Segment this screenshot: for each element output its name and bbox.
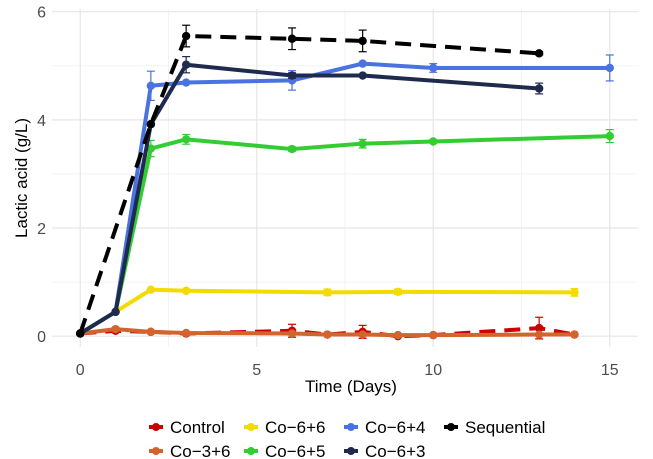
- series-layer: [76, 24, 614, 341]
- legend-label: Co−6+5: [265, 442, 326, 459]
- data-point: [287, 71, 297, 80]
- data-point: [605, 63, 614, 73]
- legend-label: Co−6+3: [365, 442, 426, 459]
- x-tick-label: 0: [76, 362, 85, 379]
- y-tick-label: 4: [37, 113, 46, 130]
- data-point: [181, 78, 191, 87]
- x-tick-labels: 0 5 10 15: [76, 362, 619, 379]
- data-point: [287, 329, 297, 338]
- data-point: [146, 144, 156, 153]
- data-point: [393, 330, 403, 340]
- data-point: [358, 36, 367, 46]
- data-point: [358, 330, 367, 339]
- y-tick-label: 2: [37, 221, 46, 238]
- data-point: [146, 327, 156, 337]
- data-point: [534, 84, 544, 93]
- legend-swatch-point: [347, 423, 355, 431]
- data-point: [181, 286, 191, 295]
- data-point: [570, 288, 579, 297]
- legend-label: Control: [170, 418, 225, 437]
- series-6: [76, 24, 544, 338]
- data-point: [534, 330, 544, 339]
- legend-label: Co−6+6: [265, 418, 326, 437]
- data-point: [605, 131, 614, 141]
- data-point: [146, 81, 156, 90]
- data-point: [358, 139, 367, 148]
- data-point: [534, 323, 544, 333]
- legend-item: Co−6+5: [244, 442, 326, 459]
- legend-label: Co−6+4: [365, 418, 426, 437]
- x-axis-title: Time (Days): [305, 377, 397, 396]
- x-tick-label: 15: [601, 362, 619, 379]
- data-point: [323, 288, 332, 297]
- legend-item: Co−6+4: [344, 418, 426, 437]
- legend-item: Control: [149, 418, 225, 437]
- data-point: [287, 144, 297, 154]
- data-point: [429, 330, 438, 340]
- y-tick-label: 6: [37, 5, 46, 22]
- legend-label: Co−3+6: [170, 442, 231, 459]
- legend-swatch-point: [447, 423, 455, 431]
- data-point: [358, 71, 367, 80]
- y-axis-title: Lactic acid (g/L): [12, 118, 31, 238]
- x-tick-label: 10: [424, 362, 442, 379]
- legend-item: Co−6+6: [244, 418, 326, 437]
- data-point: [146, 285, 156, 294]
- data-point: [570, 330, 579, 339]
- legend: Control Co−6+6 Co−6+4 Sequential Co−3+6 Co−6+…: [149, 418, 545, 459]
- legend-item: Co−6+3: [344, 442, 426, 459]
- y-tick-label: 0: [37, 329, 46, 346]
- legend-swatch-point: [347, 447, 355, 455]
- legend-swatch-point: [247, 447, 255, 455]
- data-point: [393, 287, 403, 297]
- legend-label: Sequential: [465, 418, 545, 437]
- data-point: [287, 34, 297, 43]
- legend-item: Sequential: [444, 418, 545, 437]
- data-point: [181, 31, 191, 41]
- series-1: [76, 324, 579, 340]
- data-point: [323, 330, 332, 339]
- series-5: [76, 55, 544, 338]
- data-point: [358, 59, 367, 68]
- series-line: [78, 34, 540, 335]
- data-point: [146, 119, 156, 129]
- data-point: [181, 60, 191, 69]
- data-point: [534, 49, 544, 58]
- data-point: [111, 324, 120, 334]
- y-tick-labels: 0 2 4 6: [37, 5, 46, 346]
- legend-swatch-point: [247, 423, 255, 431]
- x-tick-label: 5: [252, 362, 261, 379]
- data-point: [181, 328, 191, 338]
- legend-swatch-point: [152, 423, 160, 431]
- legend-item: Co−3+6: [149, 442, 231, 459]
- data-point: [429, 63, 438, 73]
- legend-swatch-point: [152, 447, 160, 455]
- data-point: [181, 135, 191, 144]
- data-point: [111, 307, 120, 317]
- data-point: [429, 137, 438, 146]
- data-point: [76, 329, 85, 338]
